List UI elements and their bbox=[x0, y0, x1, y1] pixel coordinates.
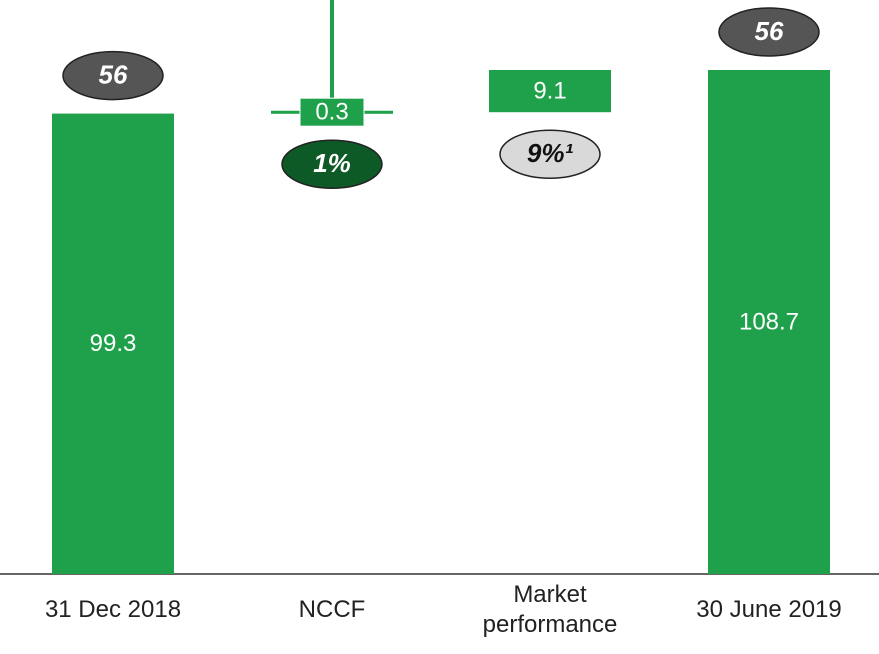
value-label: 108.7 bbox=[739, 308, 799, 335]
annotation-bubble bbox=[62, 50, 164, 101]
annotation-text: 56 bbox=[755, 16, 784, 46]
annotation-bubble bbox=[718, 7, 820, 57]
bar bbox=[489, 70, 611, 113]
value-label: 0.3 bbox=[315, 99, 348, 126]
annotation-bubble bbox=[499, 129, 601, 179]
x-tick-label: 30 June 2019 bbox=[696, 596, 842, 623]
annotation-bubble bbox=[281, 139, 383, 189]
x-tick-label: 31 Dec 2018 bbox=[44, 596, 182, 623]
x-tick-label: NCCF bbox=[298, 596, 366, 623]
value-label: 9.1 bbox=[533, 77, 566, 104]
bar bbox=[52, 113, 174, 575]
x-tick-label: Market performance bbox=[482, 581, 618, 638]
annotation-text: 56 bbox=[99, 59, 128, 89]
annotation-text: 1% bbox=[313, 148, 351, 178]
label-box bbox=[299, 97, 365, 127]
value-label: 99.3 bbox=[90, 330, 137, 357]
bar bbox=[708, 70, 830, 574]
annotation-text: 9%¹ bbox=[527, 138, 574, 168]
